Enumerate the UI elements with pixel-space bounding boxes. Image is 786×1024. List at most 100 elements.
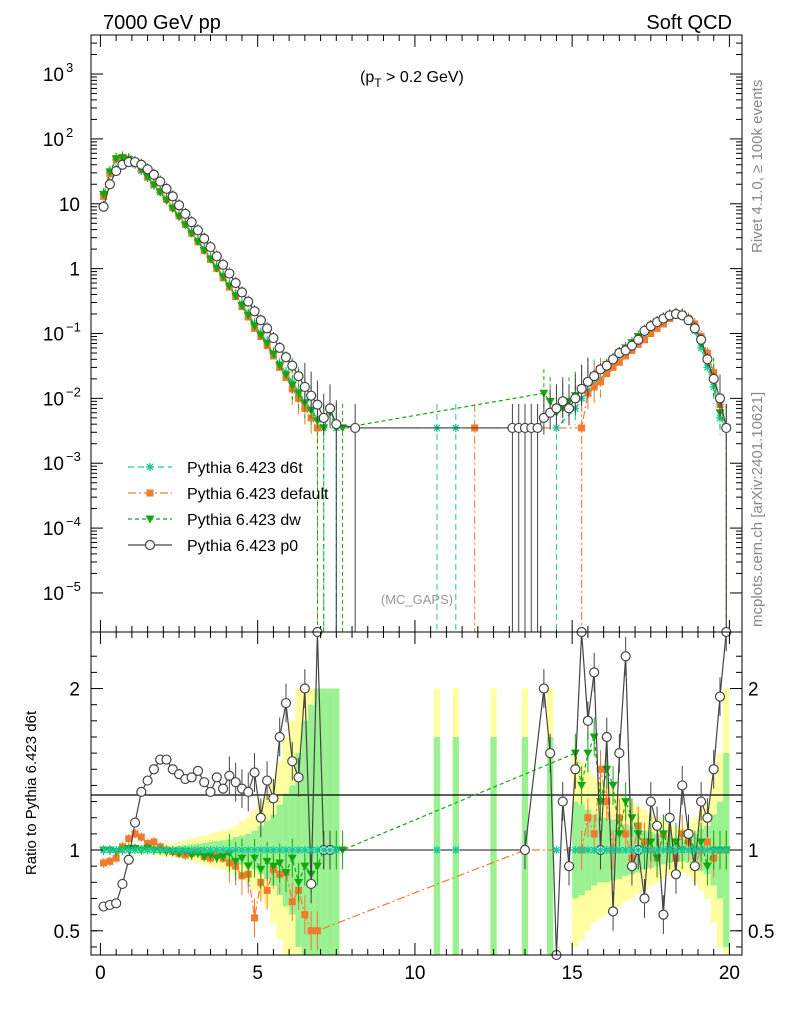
ratio-point bbox=[640, 846, 649, 855]
data-point bbox=[633, 334, 644, 345]
ratio-point bbox=[131, 846, 140, 855]
data-point bbox=[714, 393, 726, 404]
ratio-point bbox=[105, 846, 114, 855]
main-x-ticks bbox=[99, 35, 730, 632]
data-point bbox=[647, 330, 655, 337]
ratio-point bbox=[237, 854, 247, 863]
data-point bbox=[589, 371, 600, 382]
y-tick-label: 10 bbox=[43, 130, 64, 151]
data-point bbox=[622, 352, 630, 360]
data-point bbox=[596, 378, 604, 386]
ratio-point bbox=[326, 846, 335, 855]
data-point bbox=[111, 155, 121, 164]
y-tick-label: 10 bbox=[59, 195, 80, 216]
y-tick-label: 1 bbox=[69, 260, 80, 281]
ratio-x-ticks: 0 5 10 15 20 bbox=[95, 632, 740, 984]
ratio-point bbox=[590, 846, 599, 855]
ratio-point bbox=[582, 715, 593, 726]
data-point bbox=[653, 324, 661, 332]
legend-marker bbox=[146, 463, 154, 471]
ratio-point bbox=[658, 909, 669, 920]
ratio-point bbox=[123, 854, 134, 865]
ratio-point bbox=[538, 683, 549, 694]
ratio-point bbox=[589, 667, 600, 678]
data-point bbox=[98, 201, 109, 212]
data-point bbox=[570, 393, 581, 404]
ratio-point bbox=[294, 878, 304, 887]
x-tick-label: 5 bbox=[252, 963, 263, 984]
data-point bbox=[281, 371, 291, 380]
ratio-point bbox=[589, 733, 599, 742]
ratio-point bbox=[645, 796, 656, 807]
ratio-point bbox=[250, 854, 260, 863]
data-point bbox=[641, 336, 649, 344]
data-point bbox=[161, 183, 172, 194]
ratio-point bbox=[142, 775, 153, 786]
ratio-point bbox=[150, 838, 158, 846]
ratio-point bbox=[332, 846, 341, 855]
data-point bbox=[243, 296, 254, 307]
data-point bbox=[590, 383, 598, 391]
ratio-point bbox=[287, 854, 297, 863]
ratio-point bbox=[243, 786, 254, 797]
data-point bbox=[250, 322, 260, 331]
data-point bbox=[192, 225, 204, 236]
ratio-point bbox=[299, 683, 310, 694]
ratio-point bbox=[696, 796, 707, 807]
ratio-point bbox=[275, 859, 285, 868]
data-point bbox=[217, 259, 229, 270]
ratio-point bbox=[269, 846, 278, 855]
ratio-point bbox=[224, 770, 235, 781]
green-band bbox=[308, 704, 315, 955]
green-band bbox=[320, 688, 327, 955]
ratio-point bbox=[129, 817, 141, 828]
ratio-point bbox=[212, 854, 222, 863]
ratio-point bbox=[231, 846, 240, 855]
ratio-point bbox=[301, 911, 309, 919]
ratio-y-tick-label: 0.5 bbox=[54, 922, 80, 943]
ratio-point bbox=[626, 861, 638, 872]
ratio-point bbox=[563, 861, 575, 872]
ratio-point bbox=[156, 846, 165, 855]
data-point bbox=[607, 354, 619, 365]
data-point bbox=[294, 389, 304, 398]
green-band bbox=[433, 736, 441, 955]
green-band bbox=[490, 736, 497, 955]
ratio-point bbox=[451, 846, 460, 855]
legend-label: Pythia 6.423 d6t bbox=[187, 460, 303, 477]
ratio-point bbox=[614, 830, 624, 839]
data-point bbox=[155, 176, 166, 187]
ratio-point bbox=[192, 765, 204, 776]
ratio-series-star bbox=[99, 846, 731, 855]
ratio-point bbox=[639, 893, 650, 904]
ratio-point bbox=[312, 862, 322, 871]
ratio-point bbox=[621, 846, 630, 855]
data-point bbox=[721, 422, 732, 434]
y-tick-exponent: −5 bbox=[66, 579, 81, 594]
x-tick-label: 15 bbox=[562, 963, 583, 984]
series-line bbox=[103, 156, 727, 429]
ratio-point bbox=[620, 651, 631, 662]
green-band bbox=[326, 688, 334, 955]
ratio-point bbox=[148, 764, 159, 775]
data-point bbox=[532, 422, 543, 434]
data-point bbox=[142, 164, 153, 175]
data-point bbox=[255, 315, 266, 326]
ratio-point bbox=[577, 781, 587, 790]
ratio-point bbox=[590, 830, 598, 838]
ratio-point bbox=[288, 846, 297, 855]
ratio-point bbox=[306, 878, 317, 890]
ratio-frame bbox=[90, 631, 743, 956]
ratio-point bbox=[651, 820, 663, 831]
ratio-point bbox=[307, 927, 315, 935]
data-point bbox=[312, 399, 323, 410]
data-point bbox=[148, 169, 159, 180]
ratio-point bbox=[263, 846, 272, 855]
ratio-point bbox=[614, 748, 625, 759]
data-point bbox=[275, 362, 285, 371]
data-point bbox=[173, 200, 185, 211]
ratio-point bbox=[627, 814, 637, 823]
ratio-y-ticks: 0.5 0.5 1 1 2 2 bbox=[54, 655, 774, 948]
data-point bbox=[601, 360, 612, 371]
